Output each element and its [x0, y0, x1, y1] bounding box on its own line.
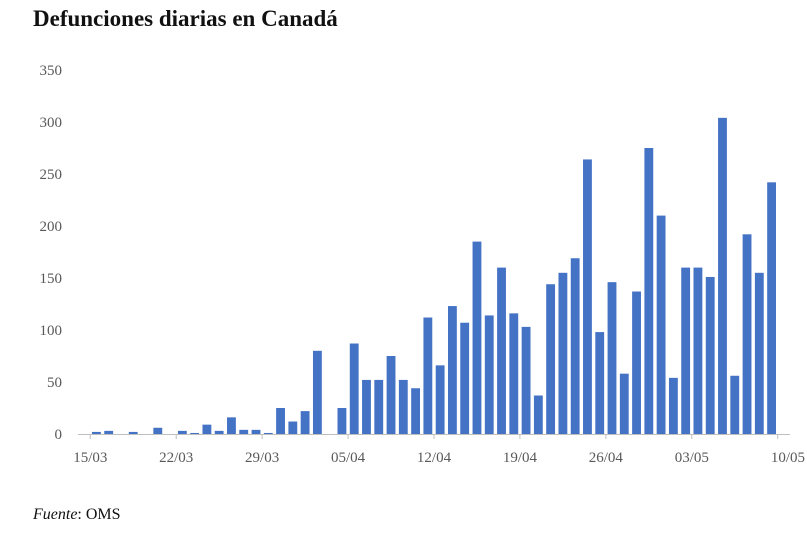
- x-tick-label: 26/04: [589, 450, 624, 466]
- bar: [607, 282, 617, 434]
- source-prefix: Fuente: [33, 506, 78, 523]
- y-tick-label: 200: [40, 219, 63, 235]
- bar: [533, 395, 543, 434]
- bar: [730, 375, 740, 434]
- bar: [681, 267, 691, 434]
- y-tick-label: 150: [40, 271, 63, 287]
- bar: [546, 284, 556, 434]
- bar: [718, 117, 727, 434]
- bar: [558, 272, 568, 434]
- x-tick-label: 15/03: [73, 450, 107, 466]
- bar: [276, 408, 285, 434]
- bar: [497, 267, 506, 434]
- bar: [263, 432, 273, 434]
- x-tick-label: 19/04: [503, 450, 538, 466]
- x-tick-label: 22/03: [159, 450, 193, 466]
- y-tick-label: 250: [40, 167, 63, 183]
- bar: [153, 427, 163, 434]
- y-tick-label: 300: [40, 115, 63, 131]
- y-tick-label: 50: [47, 375, 62, 391]
- bar-chart: 0 50 100 150 200 250 300 350 15/03 22/03 29/03 05/…: [40, 63, 806, 466]
- y-tick-label: 0: [55, 427, 63, 443]
- bar: [398, 379, 408, 434]
- bar: [202, 424, 212, 434]
- bar: [583, 159, 592, 434]
- bar: [521, 326, 531, 434]
- bar: [190, 432, 200, 434]
- bar: [423, 317, 433, 434]
- x-tick-label: 10/05: [771, 450, 805, 466]
- bar: [239, 429, 249, 434]
- x-tick-label: 12/04: [417, 450, 452, 466]
- bar: [644, 148, 654, 434]
- bar: [128, 431, 138, 434]
- x-axis: 15/03 22/03 29/03 05/04 12/04 19/04 26/04 03/05…: [73, 434, 805, 466]
- x-tick-label: 05/04: [331, 450, 366, 466]
- bar: [742, 234, 752, 434]
- bar: [705, 276, 715, 434]
- bar: [386, 356, 396, 434]
- bar: [374, 379, 384, 434]
- bar: [104, 430, 114, 434]
- y-axis-labels: 0 50 100 150 200 250 300 350: [40, 63, 63, 443]
- bar: [693, 267, 703, 434]
- bar: [337, 408, 347, 434]
- bar: [509, 313, 519, 434]
- bar: [251, 429, 261, 434]
- x-tick-label: 03/05: [675, 450, 709, 466]
- bar: [362, 379, 371, 434]
- bar: [595, 332, 605, 434]
- bar: [177, 430, 187, 434]
- bar: [435, 365, 445, 434]
- bar: [668, 377, 678, 434]
- bar: [619, 373, 629, 434]
- y-tick-label: 350: [40, 63, 63, 79]
- bar: [312, 350, 322, 434]
- bar: [91, 431, 101, 434]
- bars: [91, 117, 777, 434]
- bar: [214, 430, 224, 434]
- chart-title: Defunciones diarias en Canadá: [33, 6, 338, 31]
- bar: [570, 258, 580, 434]
- bar: [227, 417, 236, 434]
- source-text: : OMS: [77, 506, 121, 523]
- bar: [411, 388, 421, 434]
- x-tick-label: 29/03: [245, 450, 279, 466]
- bar: [447, 306, 457, 434]
- bar: [656, 215, 666, 434]
- source-note: Fuente: OMS: [33, 506, 121, 524]
- y-tick-label: 100: [40, 323, 63, 339]
- bar: [349, 343, 359, 434]
- bar: [632, 291, 641, 434]
- bar: [472, 241, 482, 434]
- bar: [288, 421, 298, 434]
- bar: [754, 272, 764, 434]
- bar: [300, 411, 310, 434]
- bar: [460, 322, 470, 434]
- bar: [767, 182, 777, 434]
- bar: [484, 315, 494, 434]
